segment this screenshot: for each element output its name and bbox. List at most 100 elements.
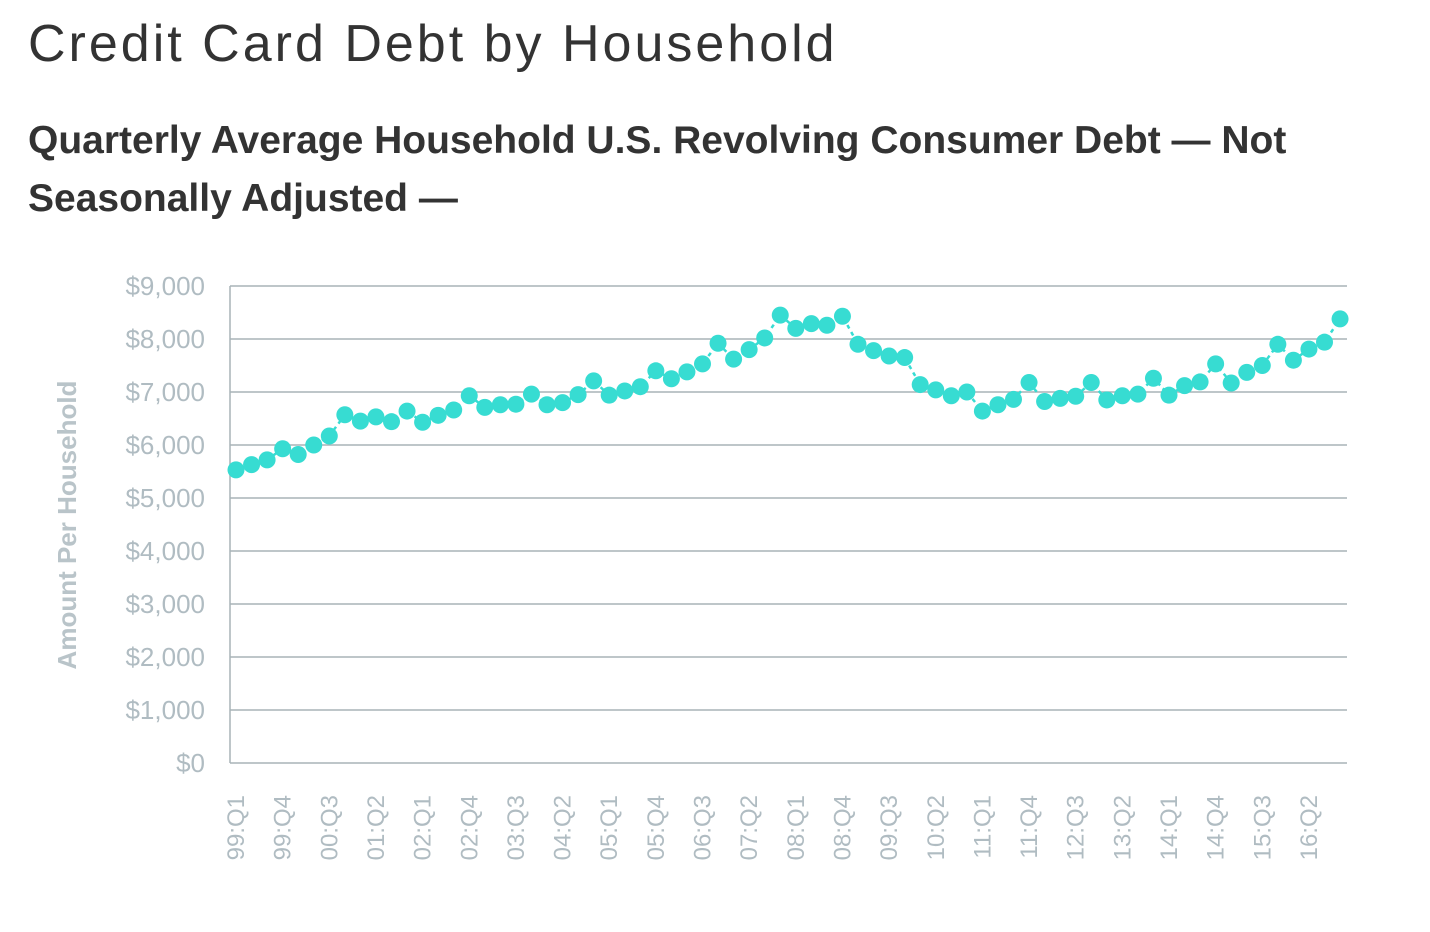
data-point [1160, 386, 1178, 404]
x-tick-label: 04:Q2 [550, 795, 577, 860]
x-tick-label: 02:Q1 [410, 795, 437, 860]
data-point [694, 355, 711, 373]
data-point [989, 396, 1007, 414]
y-axis-ticks: $0 $1,000 $2,000 $3,000 $4,000 $5,000 $6,000 $7… [125, 271, 205, 778]
series-line [235, 313, 1342, 472]
data-point [1113, 387, 1131, 405]
x-axis-ticks: 99:Q1 99:Q4 00:Q3 01:Q2 02:Q1 02:Q4 03:Q3 04:Q2… [223, 795, 1323, 860]
page-title: Credit Card Debt by Household [28, 15, 838, 73]
data-point [833, 307, 851, 325]
data-point [709, 334, 727, 352]
data-point [600, 386, 618, 404]
x-tick-label: 11:Q4 [1016, 795, 1043, 859]
data-point [383, 413, 400, 431]
data-point [522, 385, 540, 403]
data-point [958, 383, 976, 401]
x-tick-label: 12:Q3 [1063, 795, 1090, 860]
data-point [927, 381, 945, 399]
data-point [1300, 340, 1318, 358]
data-point [491, 396, 509, 414]
data-point [1191, 373, 1209, 391]
x-tick-label: 99:Q4 [270, 795, 297, 860]
data-point [476, 398, 494, 416]
data-point [1222, 374, 1240, 392]
x-tick-label: 99:Q1 [223, 795, 250, 860]
data-point [942, 387, 960, 405]
data-point [880, 347, 898, 365]
x-tick-label: 13:Q2 [1109, 795, 1136, 860]
x-tick-label: 05:Q1 [596, 795, 623, 860]
data-point [258, 451, 276, 469]
data-point [460, 387, 478, 405]
x-tick-label: 03:Q3 [503, 795, 530, 860]
data-point [647, 362, 665, 380]
data-point [1098, 391, 1116, 409]
x-tick-label: 08:Q1 [783, 795, 810, 860]
data-point [631, 378, 649, 396]
data-point [1036, 393, 1054, 411]
data-point [973, 402, 991, 420]
x-tick-label: 05:Q4 [643, 795, 670, 860]
series-connector [235, 313, 1342, 472]
data-point [771, 306, 789, 324]
data-point [1284, 351, 1302, 369]
data-point [1020, 373, 1038, 391]
data-point [849, 335, 867, 353]
data-point [725, 350, 743, 368]
chart-subtitle: Quarterly Average Household U.S. Revolvi… [28, 119, 1287, 220]
data-point [740, 341, 758, 359]
data-point [1316, 333, 1333, 351]
x-tick-label: 11:Q1 [969, 795, 996, 859]
grid-lines [229, 285, 1347, 764]
data-point [662, 370, 680, 388]
series-points [227, 306, 1349, 479]
data-point [865, 342, 883, 360]
data-point [1238, 363, 1256, 381]
data-point [802, 315, 820, 333]
data-point [1129, 385, 1147, 403]
data-point [507, 395, 525, 413]
x-tick-label: 01:Q2 [363, 795, 390, 860]
data-point [787, 319, 805, 337]
data-point [616, 382, 634, 400]
data-point [678, 363, 696, 381]
data-point [896, 349, 914, 367]
data-point [289, 446, 307, 464]
data-point [1067, 387, 1085, 405]
data-point [1253, 357, 1271, 374]
data-point [1176, 377, 1194, 395]
data-point [398, 402, 416, 420]
y-tick-label: $1,000 [125, 695, 205, 725]
data-point [1269, 335, 1287, 353]
data-point [1082, 373, 1100, 391]
y-tick-label: $6,000 [125, 430, 205, 460]
y-tick-label: $7,000 [125, 377, 205, 407]
x-tick-label: 14:Q4 [1203, 795, 1230, 860]
y-tick-label: $2,000 [125, 642, 205, 672]
y-axis-label: Amount Per Household [52, 381, 82, 670]
x-tick-label: 09:Q3 [876, 795, 903, 860]
data-point [429, 406, 447, 424]
data-point [243, 456, 261, 474]
data-point [818, 316, 836, 334]
x-tick-label: 00:Q3 [316, 795, 343, 860]
data-point [336, 406, 354, 424]
x-tick-label: 02:Q4 [456, 795, 483, 860]
x-tick-label: 16:Q2 [1296, 795, 1323, 860]
x-tick-label: 06:Q3 [690, 795, 717, 860]
data-point [756, 329, 774, 347]
data-point [445, 401, 463, 419]
data-point [320, 427, 338, 445]
data-point [227, 461, 245, 479]
y-tick-label: $9,000 [125, 271, 205, 301]
data-point [569, 386, 587, 404]
data-point [367, 408, 385, 426]
data-point [1144, 369, 1162, 387]
x-tick-label: 14:Q1 [1156, 795, 1183, 860]
y-tick-label: $0 [176, 748, 205, 778]
data-point [351, 412, 369, 430]
y-tick-label: $3,000 [125, 589, 205, 619]
data-point [554, 394, 572, 412]
x-tick-label: 10:Q2 [923, 795, 950, 860]
data-point [274, 440, 292, 458]
